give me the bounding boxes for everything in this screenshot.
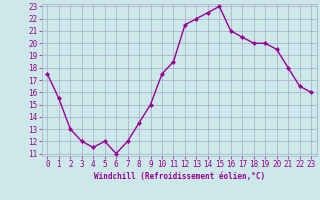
X-axis label: Windchill (Refroidissement éolien,°C): Windchill (Refroidissement éolien,°C): [94, 172, 265, 181]
